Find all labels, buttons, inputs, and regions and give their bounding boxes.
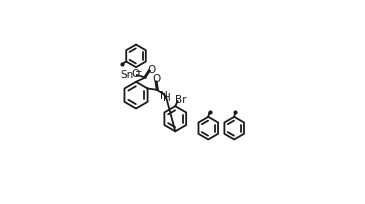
Text: O: O bbox=[131, 69, 140, 79]
Text: −: − bbox=[134, 66, 141, 75]
Text: Sn: Sn bbox=[120, 70, 134, 80]
Text: O: O bbox=[147, 64, 155, 74]
Text: Br: Br bbox=[175, 95, 186, 105]
Text: N: N bbox=[160, 91, 168, 101]
Text: O: O bbox=[152, 74, 160, 84]
Text: H: H bbox=[162, 93, 170, 103]
